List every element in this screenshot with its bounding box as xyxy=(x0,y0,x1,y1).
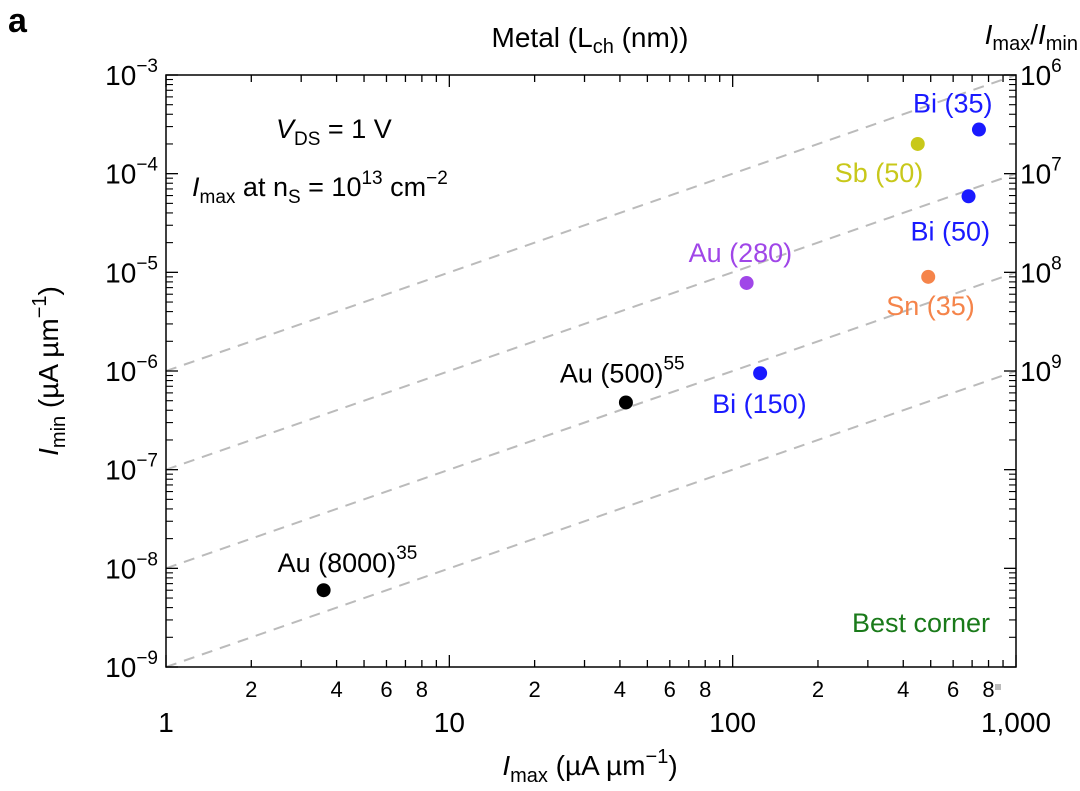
ratio-line xyxy=(165,370,1017,668)
x-major-tick-label: 1,000 xyxy=(981,707,1051,738)
y-tick-label: 10−8 xyxy=(105,549,158,584)
y-axis-label: Imin (µA µm−1) xyxy=(29,286,70,456)
point-label: Au (280) xyxy=(689,238,793,268)
x-minor-tick-label: 4 xyxy=(330,677,342,702)
x-minor-tick-label: 2 xyxy=(245,677,257,702)
x-minor-tick-label: 4 xyxy=(897,677,909,702)
data-point xyxy=(971,122,986,137)
point-label: Bi (50) xyxy=(911,216,991,246)
data-point xyxy=(910,136,925,151)
point-label: Bi (150) xyxy=(712,389,807,419)
data-points: Au (8000)35 Au (500)55 Bi (150) Au (280) Sn … xyxy=(278,89,993,598)
point-label: Sb (50) xyxy=(835,158,924,188)
ratio-reference-lines xyxy=(165,74,1017,668)
x-major-tick-label: 10 xyxy=(434,707,465,738)
right-ratio-label: 107 xyxy=(1020,155,1062,190)
right-ratio-label: 106 xyxy=(1020,56,1062,91)
ratio-line xyxy=(165,74,1017,372)
x-minor-tick-label: 8 xyxy=(699,677,711,702)
ratio-line xyxy=(165,172,1017,471)
panel-label: a xyxy=(8,2,28,40)
y-tick-label: 10−5 xyxy=(105,253,158,288)
x-minor-tick-label: 2 xyxy=(812,677,824,702)
x-axis-label: Imax (µA µm−1) xyxy=(502,746,677,787)
y-tick-label: 10−6 xyxy=(105,352,158,387)
axis-ticks: 2 4 6 8 2 4 6 8 2 4 6 81 10 100 1,00010−310−410−510−61… xyxy=(105,56,1062,738)
right-ratio-label: 108 xyxy=(1020,253,1062,288)
data-point xyxy=(753,366,768,381)
right-axis-title: Imax/Imin xyxy=(985,19,1078,55)
point-label: Sn (35) xyxy=(886,291,975,321)
x-minor-tick-label: 8 xyxy=(416,677,428,702)
chart-title: Metal (Lch (nm)) xyxy=(492,22,689,58)
data-point xyxy=(618,395,633,410)
x-minor-tick-label: 6 xyxy=(947,677,959,702)
x-minor-tick-label: 2 xyxy=(529,677,541,702)
point-label: Au (8000)35 xyxy=(278,543,418,578)
y-tick-label: 10−4 xyxy=(105,155,158,190)
y-tick-label: 10−7 xyxy=(105,451,158,486)
data-point xyxy=(921,269,936,284)
point-label: Bi (35) xyxy=(913,89,993,119)
ratio-line xyxy=(165,271,1017,570)
imax-annotation: Imax at nS = 1013 cm−2 xyxy=(192,168,448,208)
corner-marker xyxy=(995,684,1001,690)
y-tick-label: 10−3 xyxy=(105,56,158,91)
x-minor-tick-label: 6 xyxy=(380,677,392,702)
data-point xyxy=(961,189,976,204)
right-ratio-label: 109 xyxy=(1020,352,1062,387)
best-corner-label: Best corner xyxy=(852,608,990,638)
data-point xyxy=(739,275,754,290)
point-label: Au (500)55 xyxy=(560,353,685,388)
x-minor-tick-label: 4 xyxy=(614,677,626,702)
x-minor-tick-label: 6 xyxy=(664,677,676,702)
x-major-tick-label: 100 xyxy=(709,707,756,738)
vds-annotation: VDS = 1 V xyxy=(276,114,392,150)
x-major-tick-label: 1 xyxy=(158,707,174,738)
x-minor-tick-label: 8 xyxy=(982,677,994,702)
y-tick-label: 10−9 xyxy=(105,648,158,683)
data-point xyxy=(316,583,331,598)
